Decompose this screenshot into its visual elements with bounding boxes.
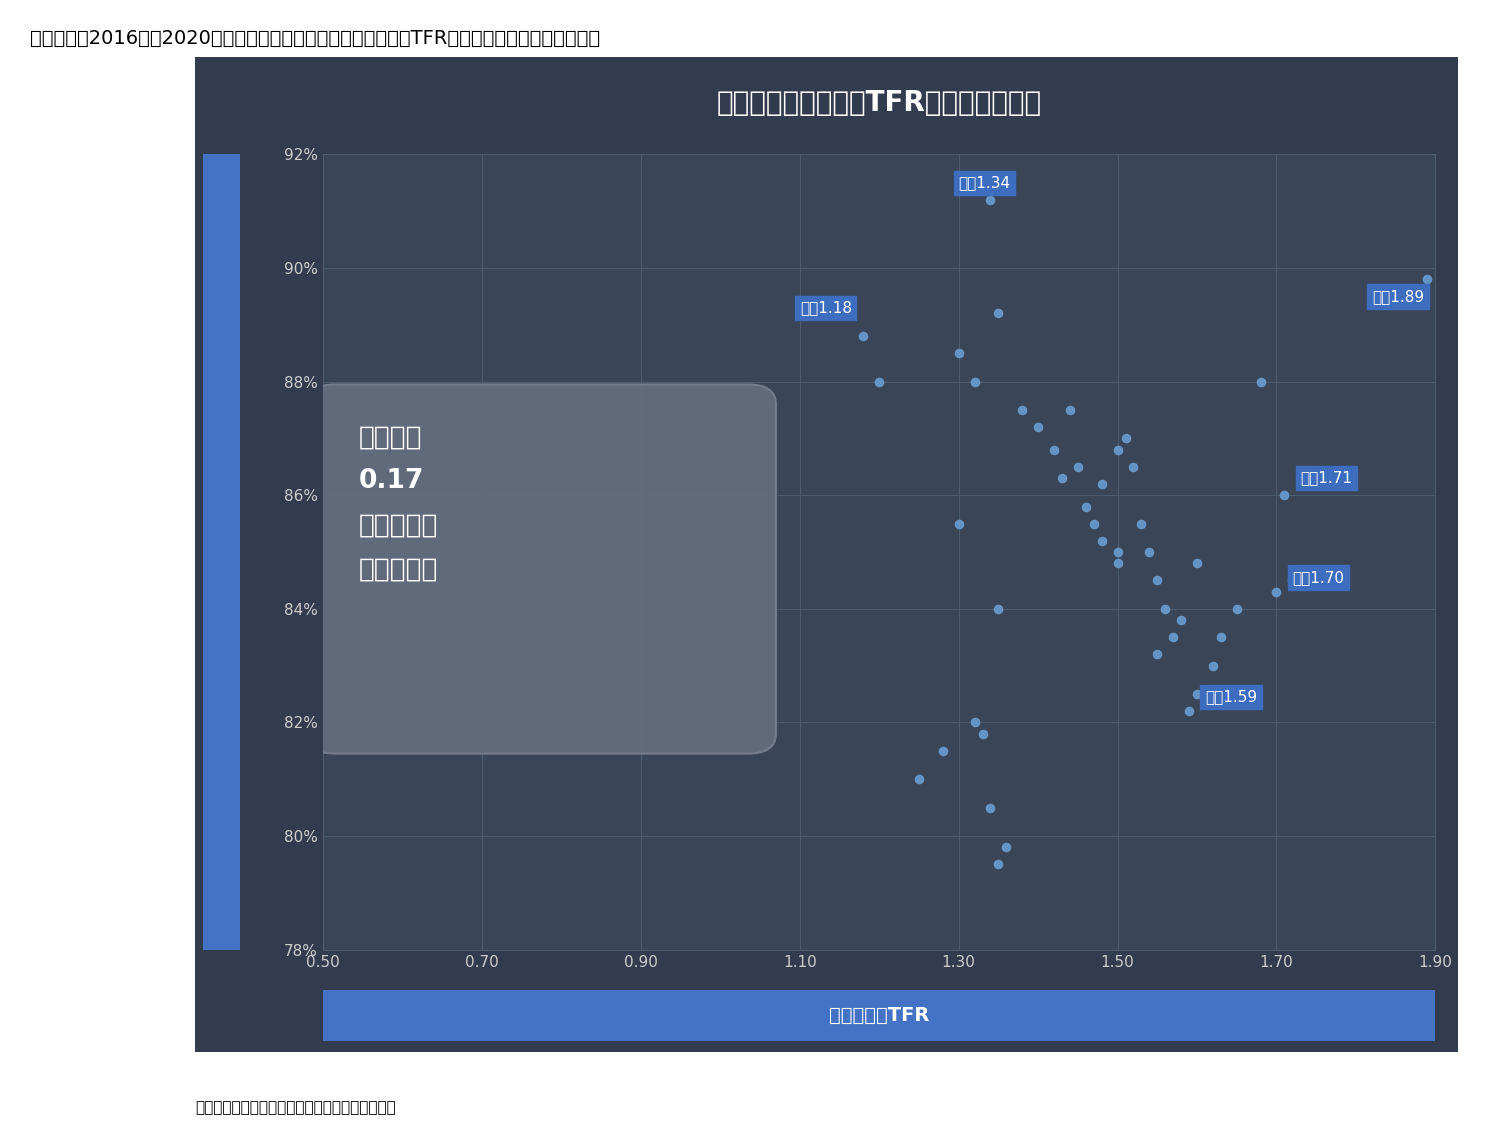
Point	[1090, 532, 1114, 550]
Point	[1201, 657, 1225, 675]
Point	[1162, 628, 1186, 646]
Point	[986, 856, 1010, 874]
Point	[971, 724, 995, 742]
Point	[1138, 543, 1162, 562]
Point	[986, 304, 1010, 323]
Point	[1184, 685, 1208, 704]
Text: 沖縄1.89: 沖縄1.89	[1372, 289, 1423, 304]
Point	[978, 799, 1003, 817]
Point	[1051, 469, 1075, 487]
Point	[930, 741, 954, 760]
Point	[1106, 543, 1130, 562]
Text: 宮崎1.71: 宮崎1.71	[1300, 470, 1353, 486]
Point	[1106, 554, 1130, 572]
Point	[1273, 486, 1297, 505]
Point	[1106, 440, 1130, 459]
Text: 出
生
数
増
加
率: 出 生 数 増 加 率	[152, 477, 164, 627]
Point	[1145, 571, 1169, 589]
Point	[962, 373, 986, 391]
Point	[851, 327, 875, 345]
Point	[1153, 599, 1177, 618]
Point	[1114, 429, 1138, 447]
Text: 都道府県５年間平均TFRと出生数増加率: 都道府県５年間平均TFRと出生数増加率	[717, 89, 1042, 117]
Point	[1010, 400, 1034, 419]
Point	[1066, 458, 1090, 476]
Point	[1090, 475, 1114, 493]
Point	[1121, 458, 1145, 476]
Point	[906, 770, 930, 788]
FancyBboxPatch shape	[307, 384, 776, 754]
Point	[1177, 702, 1201, 721]
Point	[1225, 599, 1249, 618]
Text: 資料：厚生労働省「人口動態調査」より筆者作成: 資料：厚生労働省「人口動態調査」より筆者作成	[195, 1101, 397, 1115]
Point	[986, 599, 1010, 618]
Point	[947, 344, 971, 363]
Text: ５年間平均TFR: ５年間平均TFR	[830, 1006, 929, 1025]
Point	[1264, 582, 1288, 601]
Point	[1281, 571, 1305, 589]
Point	[1184, 554, 1208, 572]
Text: 東京1.18: 東京1.18	[800, 300, 852, 316]
Point	[1073, 498, 1097, 516]
Point	[995, 839, 1019, 857]
Point	[1129, 515, 1153, 533]
Point	[1208, 628, 1232, 646]
Point	[947, 515, 971, 533]
Point	[867, 373, 891, 391]
Text: 香川1.59: 香川1.59	[1205, 690, 1257, 705]
Point	[1249, 373, 1273, 391]
Text: 大阪1.34: 大阪1.34	[959, 175, 1012, 190]
Point	[962, 713, 986, 731]
Text: 【図表２】2016年～2020年都道府県別　平均合計特殊出生率（TFR）と出生数増減割合の関係性: 【図表２】2016年～2020年都道府県別 平均合計特殊出生率（TFR）と出生数…	[30, 29, 600, 48]
Point	[1042, 440, 1066, 459]
Text: 島根1.70: 島根1.70	[1293, 570, 1344, 585]
Point	[1027, 418, 1051, 436]
Point	[1416, 270, 1440, 288]
Point	[1169, 611, 1193, 629]
Point	[1082, 515, 1106, 533]
Point	[1058, 400, 1082, 419]
Text: 相関係数
0.17
相関関係は
見られない: 相関係数 0.17 相関関係は 見られない	[359, 424, 439, 582]
Point	[978, 191, 1003, 209]
Point	[1145, 645, 1169, 664]
